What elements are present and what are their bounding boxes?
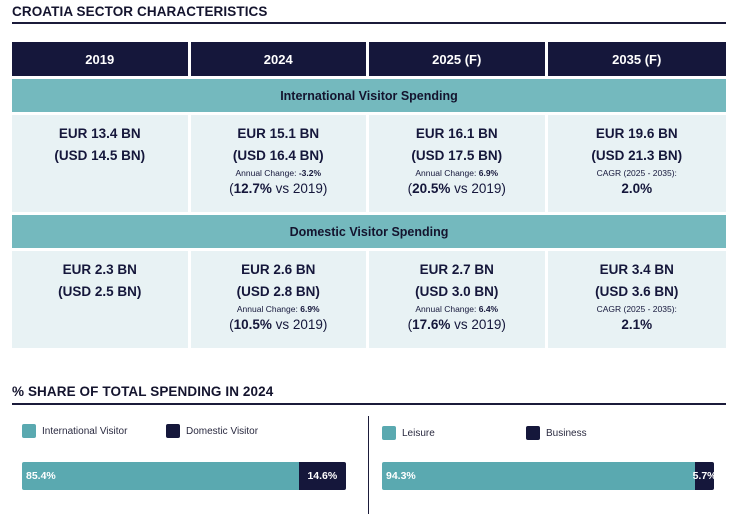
purpose-share-bar: 94.3% 5.7%	[382, 462, 714, 490]
annual-change: Annual Change: 6.9%	[415, 168, 499, 178]
vs-2019: (12.7% vs 2019)	[229, 181, 328, 196]
intl-cell-2019: EUR 13.4 BN (USD 14.5 BN)	[12, 115, 191, 212]
dom-cell-2024: EUR 2.6 BN (USD 2.8 BN) Annual Change: 6…	[190, 251, 369, 348]
legend-label: International Visitor	[42, 425, 128, 437]
intl-cell-2035: EUR 19.6 BN (USD 21.3 BN) CAGR (2025 - 2…	[547, 115, 726, 212]
intl-cell-2025: EUR 16.1 BN (USD 17.5 BN) Annual Change:…	[369, 115, 548, 212]
annual-change: Annual Change: 6.4%	[415, 304, 499, 314]
usd-value: (USD 2.8 BN)	[236, 284, 320, 299]
cagr-label: CAGR (2025 - 2035):	[596, 168, 677, 178]
usd-value: (USD 3.6 BN)	[595, 284, 679, 299]
intl-cell-2024: EUR 15.1 BN (USD 16.4 BN) Annual Change:…	[190, 115, 369, 212]
eur-value: EUR 3.4 BN	[599, 262, 674, 277]
eur-value: EUR 13.4 BN	[58, 126, 141, 141]
sector-table: 2019 2024 2025 (F) 2035 (F) Internationa…	[12, 42, 726, 348]
column-header-2024: 2024	[190, 42, 369, 76]
legend-label: Domestic Visitor	[186, 425, 259, 437]
year-header-row: 2019 2024 2025 (F) 2035 (F)	[12, 42, 726, 76]
annual-change: Annual Change: 6.9%	[236, 304, 320, 314]
legend-label: Leisure	[402, 427, 435, 439]
column-header-2019: 2019	[12, 42, 191, 76]
teal-swatch	[382, 426, 396, 440]
eur-value: EUR 15.1 BN	[237, 126, 320, 141]
legend-international: International Visitor	[22, 424, 127, 438]
eur-value: EUR 2.7 BN	[419, 262, 494, 277]
usd-value: (USD 3.0 BN)	[415, 284, 499, 299]
eur-value: EUR 2.3 BN	[62, 262, 137, 277]
vs-2019: (10.5% vs 2019)	[229, 317, 328, 332]
legend-business: Business	[526, 426, 587, 440]
column-header-2035: 2035 (F)	[547, 42, 726, 76]
share-title-divider	[12, 403, 726, 405]
legend-domestic: Domestic Visitor	[166, 424, 258, 438]
dom-cell-2019: EUR 2.3 BN (USD 2.5 BN)	[12, 251, 191, 348]
usd-value: (USD 16.4 BN)	[232, 148, 324, 163]
eur-value: EUR 19.6 BN	[595, 126, 678, 141]
navy-swatch	[166, 424, 180, 438]
page-title: CROATIA SECTOR CHARACTERISTICS	[12, 4, 268, 19]
domestic-spending-band: Domestic Visitor Spending	[12, 215, 726, 248]
international-row: EUR 13.4 BN (USD 14.5 BN) EUR 15.1 BN (U…	[12, 115, 726, 212]
domestic-share-segment: 14.6%	[298, 462, 346, 490]
share-title: % SHARE OF TOTAL SPENDING IN 2024	[12, 384, 274, 399]
cagr-label: CAGR (2025 - 2035):	[596, 304, 677, 314]
dom-cell-2025: EUR 2.7 BN (USD 3.0 BN) Annual Change: 6…	[369, 251, 548, 348]
legend-leisure: Leisure	[382, 426, 435, 440]
usd-value: (USD 17.5 BN)	[411, 148, 503, 163]
eur-value: EUR 2.6 BN	[241, 262, 316, 277]
usd-value: (USD 2.5 BN)	[58, 284, 142, 299]
business-share-segment: 5.7%	[693, 462, 714, 490]
cagr-value: 2.0%	[621, 181, 653, 196]
legend-label: Business	[546, 427, 587, 439]
annual-change: Annual Change: -3.2%	[235, 168, 322, 178]
international-spending-band: International Visitor Spending	[12, 79, 726, 112]
panel-divider	[368, 416, 369, 514]
international-share-segment: 85.4%	[22, 462, 299, 490]
title-divider	[12, 22, 726, 24]
vs-2019: (20.5% vs 2019)	[407, 181, 506, 196]
dom-cell-2035: EUR 3.4 BN (USD 3.6 BN) CAGR (2025 - 203…	[547, 251, 726, 348]
teal-swatch	[22, 424, 36, 438]
column-header-2025: 2025 (F)	[369, 42, 548, 76]
domestic-row: EUR 2.3 BN (USD 2.5 BN) EUR 2.6 BN (USD …	[12, 251, 726, 348]
cagr-value: 2.1%	[621, 317, 653, 332]
vs-2019: (17.6% vs 2019)	[407, 317, 506, 332]
visitor-type-share-bar: 85.4% 14.6%	[22, 462, 346, 490]
navy-swatch	[526, 426, 540, 440]
eur-value: EUR 16.1 BN	[415, 126, 498, 141]
leisure-share-segment: 94.3%	[382, 462, 696, 490]
usd-value: (USD 21.3 BN)	[591, 148, 683, 163]
usd-value: (USD 14.5 BN)	[54, 148, 146, 163]
